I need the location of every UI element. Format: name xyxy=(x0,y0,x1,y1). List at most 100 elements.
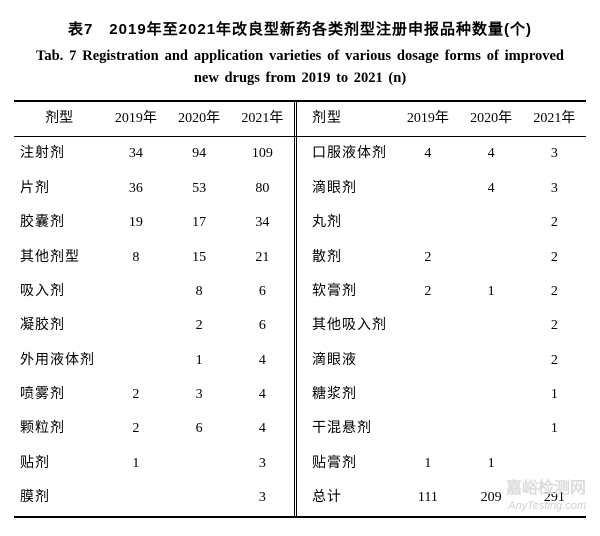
table-cell: 4 xyxy=(231,344,294,378)
table-cell: 8 xyxy=(104,241,167,275)
table-cell: 膜剂 xyxy=(14,481,104,516)
table-cell: 34 xyxy=(231,206,294,240)
table-cell: 散剂 xyxy=(306,241,396,275)
column-separator xyxy=(294,344,306,378)
table-cell: 34 xyxy=(104,137,167,172)
column-separator xyxy=(294,137,306,172)
table-cell: 209 xyxy=(459,481,522,516)
column-separator xyxy=(294,309,306,343)
table-cell: 3 xyxy=(523,172,586,206)
table-cell xyxy=(396,412,459,446)
table-cell: 糖浆剂 xyxy=(306,378,396,412)
column-separator xyxy=(294,101,306,137)
table-cell: 喷雾剂 xyxy=(14,378,104,412)
table-cell xyxy=(459,309,522,343)
table-cell: 21 xyxy=(231,241,294,275)
table-header-row: 剂型 2019年 2020年 2021年 剂型 2019年 2020年 2021… xyxy=(14,101,586,137)
table-cell: 3 xyxy=(231,447,294,481)
table-cell: 3 xyxy=(523,137,586,172)
table-cell: 291 xyxy=(523,481,586,516)
column-separator xyxy=(294,412,306,446)
column-separator xyxy=(294,481,306,516)
table-caption-en: Tab. 7 Registration and application vari… xyxy=(14,45,586,90)
table-row: 贴剂13贴膏剂11 xyxy=(14,447,586,481)
table-cell xyxy=(168,481,231,516)
table-cell xyxy=(104,481,167,516)
table-cell: 贴膏剂 xyxy=(306,447,396,481)
table-cell: 111 xyxy=(396,481,459,516)
table-cell: 6 xyxy=(231,309,294,343)
table-cell xyxy=(459,378,522,412)
table-cell: 丸剂 xyxy=(306,206,396,240)
table-cell: 3 xyxy=(231,481,294,516)
column-separator xyxy=(294,378,306,412)
table-cell xyxy=(459,241,522,275)
table-cell: 总计 xyxy=(306,481,396,516)
table-cell xyxy=(523,447,586,481)
table-cell: 4 xyxy=(231,378,294,412)
th-left-label: 剂型 xyxy=(14,101,104,137)
table-row: 吸入剂86软膏剂212 xyxy=(14,275,586,309)
table-cell xyxy=(459,344,522,378)
table-cell: 2 xyxy=(104,412,167,446)
table-cell xyxy=(459,206,522,240)
table-cell: 2 xyxy=(523,275,586,309)
table-cell: 2 xyxy=(523,344,586,378)
table-cell: 1 xyxy=(104,447,167,481)
table-cell xyxy=(104,344,167,378)
table-cell: 4 xyxy=(231,412,294,446)
table-row: 注射剂3494109口服液体剂443 xyxy=(14,137,586,172)
th-right-label: 剂型 xyxy=(306,101,396,137)
table-cell: 贴剂 xyxy=(14,447,104,481)
table-cell: 注射剂 xyxy=(14,137,104,172)
table-cell: 胶囊剂 xyxy=(14,206,104,240)
table-cell: 2 xyxy=(523,206,586,240)
table-cell: 109 xyxy=(231,137,294,172)
column-separator xyxy=(294,206,306,240)
table-row: 胶囊剂191734丸剂2 xyxy=(14,206,586,240)
table-cell: 颗粒剂 xyxy=(14,412,104,446)
table-cell: 2 xyxy=(168,309,231,343)
table-cell: 1 xyxy=(523,412,586,446)
th-right-2019: 2019年 xyxy=(396,101,459,137)
table-cell: 1 xyxy=(459,275,522,309)
table-row: 凝胶剂26其他吸入剂2 xyxy=(14,309,586,343)
table-cell xyxy=(168,447,231,481)
th-right-2020: 2020年 xyxy=(459,101,522,137)
table-cell: 3 xyxy=(168,378,231,412)
th-left-2020: 2020年 xyxy=(168,101,231,137)
column-separator xyxy=(294,172,306,206)
table-cell xyxy=(396,206,459,240)
table-cell: 8 xyxy=(168,275,231,309)
table-cell xyxy=(459,412,522,446)
table-row: 颗粒剂264干混悬剂1 xyxy=(14,412,586,446)
table-row: 外用液体剂14滴眼液2 xyxy=(14,344,586,378)
table-cell: 1 xyxy=(523,378,586,412)
table-caption-cn: 表7 2019年至2021年改良型新药各类剂型注册申报品种数量(个) xyxy=(14,18,586,39)
table-cell: 吸入剂 xyxy=(14,275,104,309)
th-right-2021: 2021年 xyxy=(523,101,586,137)
table-cell: 6 xyxy=(231,275,294,309)
th-left-2021: 2021年 xyxy=(231,101,294,137)
table-cell xyxy=(104,275,167,309)
table-cell: 4 xyxy=(459,137,522,172)
table-cell: 17 xyxy=(168,206,231,240)
table-cell: 4 xyxy=(396,137,459,172)
table-cell: 2 xyxy=(396,241,459,275)
table-cell: 干混悬剂 xyxy=(306,412,396,446)
table-cell: 1 xyxy=(168,344,231,378)
table-cell: 80 xyxy=(231,172,294,206)
table-cell xyxy=(396,378,459,412)
table-cell: 2 xyxy=(523,309,586,343)
table-cell: 2 xyxy=(104,378,167,412)
table-cell: 口服液体剂 xyxy=(306,137,396,172)
table-row: 膜剂 3 总计111209291 xyxy=(14,481,586,516)
table-cell: 36 xyxy=(104,172,167,206)
table-cell: 94 xyxy=(168,137,231,172)
table-cell: 凝胶剂 xyxy=(14,309,104,343)
table-cell xyxy=(396,344,459,378)
dosage-forms-table: 剂型 2019年 2020年 2021年 剂型 2019年 2020年 2021… xyxy=(14,100,586,518)
column-separator xyxy=(294,275,306,309)
table-cell: 1 xyxy=(396,447,459,481)
table-cell: 53 xyxy=(168,172,231,206)
